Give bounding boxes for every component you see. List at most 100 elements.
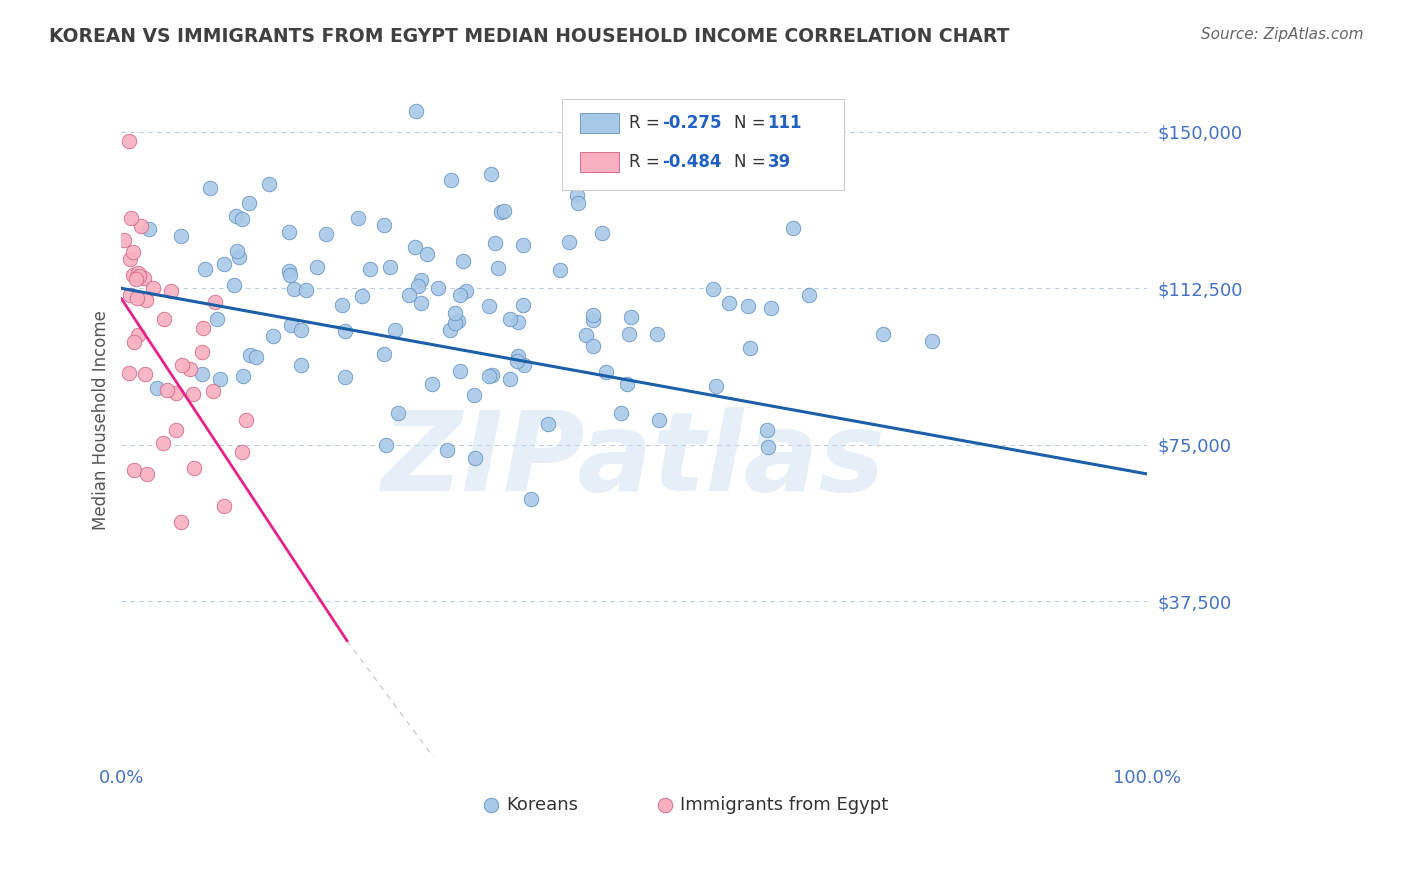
Point — [443, 306, 465, 320]
Point — [120, 287, 142, 301]
Point — [620, 310, 643, 325]
Point — [347, 211, 370, 225]
Point — [159, 284, 181, 298]
Point — [290, 358, 312, 372]
Point — [756, 423, 779, 437]
Point — [439, 172, 461, 186]
Point — [228, 250, 250, 264]
Point — [209, 372, 232, 386]
Point — [127, 266, 149, 280]
Point — [387, 406, 409, 420]
Point — [127, 327, 149, 342]
Point — [738, 341, 761, 355]
Point — [305, 260, 328, 275]
Point — [212, 257, 235, 271]
Point — [617, 327, 640, 342]
Point — [449, 288, 471, 302]
Point — [295, 283, 318, 297]
Point — [427, 281, 450, 295]
Point — [214, 499, 236, 513]
Point — [479, 750, 502, 764]
Text: 39: 39 — [768, 153, 790, 171]
Point — [506, 315, 529, 329]
Point — [202, 384, 225, 398]
Point — [782, 220, 804, 235]
Point — [404, 240, 426, 254]
Point — [373, 218, 395, 232]
Point — [477, 368, 499, 383]
Point — [191, 345, 214, 359]
Point — [409, 272, 432, 286]
Point — [205, 312, 228, 326]
Text: -0.484: -0.484 — [662, 153, 721, 171]
Point — [280, 318, 302, 332]
Text: Koreans: Koreans — [506, 796, 578, 814]
Point — [183, 460, 205, 475]
Point — [222, 278, 245, 293]
Point — [616, 376, 638, 391]
Point — [463, 387, 485, 401]
Point — [239, 348, 262, 362]
Point — [464, 450, 486, 465]
Text: 111: 111 — [768, 114, 801, 132]
Point — [152, 435, 174, 450]
Point — [127, 292, 149, 306]
Point — [478, 299, 501, 313]
Point — [484, 236, 506, 251]
Point — [118, 366, 141, 380]
Point — [520, 491, 543, 506]
Point — [128, 268, 150, 283]
Point — [121, 244, 143, 259]
Text: R =: R = — [628, 153, 665, 171]
Point — [582, 339, 605, 353]
Text: -0.275: -0.275 — [662, 114, 721, 132]
Point — [756, 440, 779, 454]
Point — [231, 211, 253, 226]
Point — [124, 463, 146, 477]
Point — [145, 381, 167, 395]
Point — [610, 406, 633, 420]
Y-axis label: Median Household Income: Median Household Income — [93, 310, 110, 530]
Point — [278, 268, 301, 282]
Point — [592, 159, 614, 173]
Point — [447, 314, 470, 328]
Point — [499, 372, 522, 386]
Point — [799, 288, 821, 302]
Point — [439, 323, 461, 337]
Point — [283, 282, 305, 296]
Point — [124, 334, 146, 349]
Point — [558, 235, 581, 250]
Text: R =: R = — [628, 114, 665, 132]
Point — [575, 328, 598, 343]
Point — [135, 293, 157, 307]
Point — [513, 358, 536, 372]
Point — [537, 417, 560, 431]
Point — [204, 295, 226, 310]
Point — [231, 445, 253, 459]
Point — [406, 279, 429, 293]
Point — [290, 323, 312, 337]
Point — [278, 264, 301, 278]
Point — [479, 167, 502, 181]
Point — [225, 210, 247, 224]
Point — [654, 750, 676, 764]
Point — [181, 387, 204, 401]
Point — [333, 324, 356, 338]
Point — [191, 367, 214, 381]
Point — [118, 135, 141, 149]
Text: N =: N = — [734, 153, 770, 171]
Point — [512, 298, 534, 312]
Point — [759, 301, 782, 315]
Point — [120, 211, 142, 225]
Text: ZIPatlas: ZIPatlas — [382, 407, 886, 514]
Point — [135, 467, 157, 482]
Point — [451, 254, 474, 268]
Point — [112, 233, 135, 247]
Point — [416, 247, 439, 261]
Point — [583, 170, 606, 185]
Point — [238, 196, 260, 211]
Text: Source: ZipAtlas.com: Source: ZipAtlas.com — [1201, 27, 1364, 42]
Point — [179, 362, 201, 376]
Point — [702, 282, 724, 296]
Point — [717, 296, 740, 310]
